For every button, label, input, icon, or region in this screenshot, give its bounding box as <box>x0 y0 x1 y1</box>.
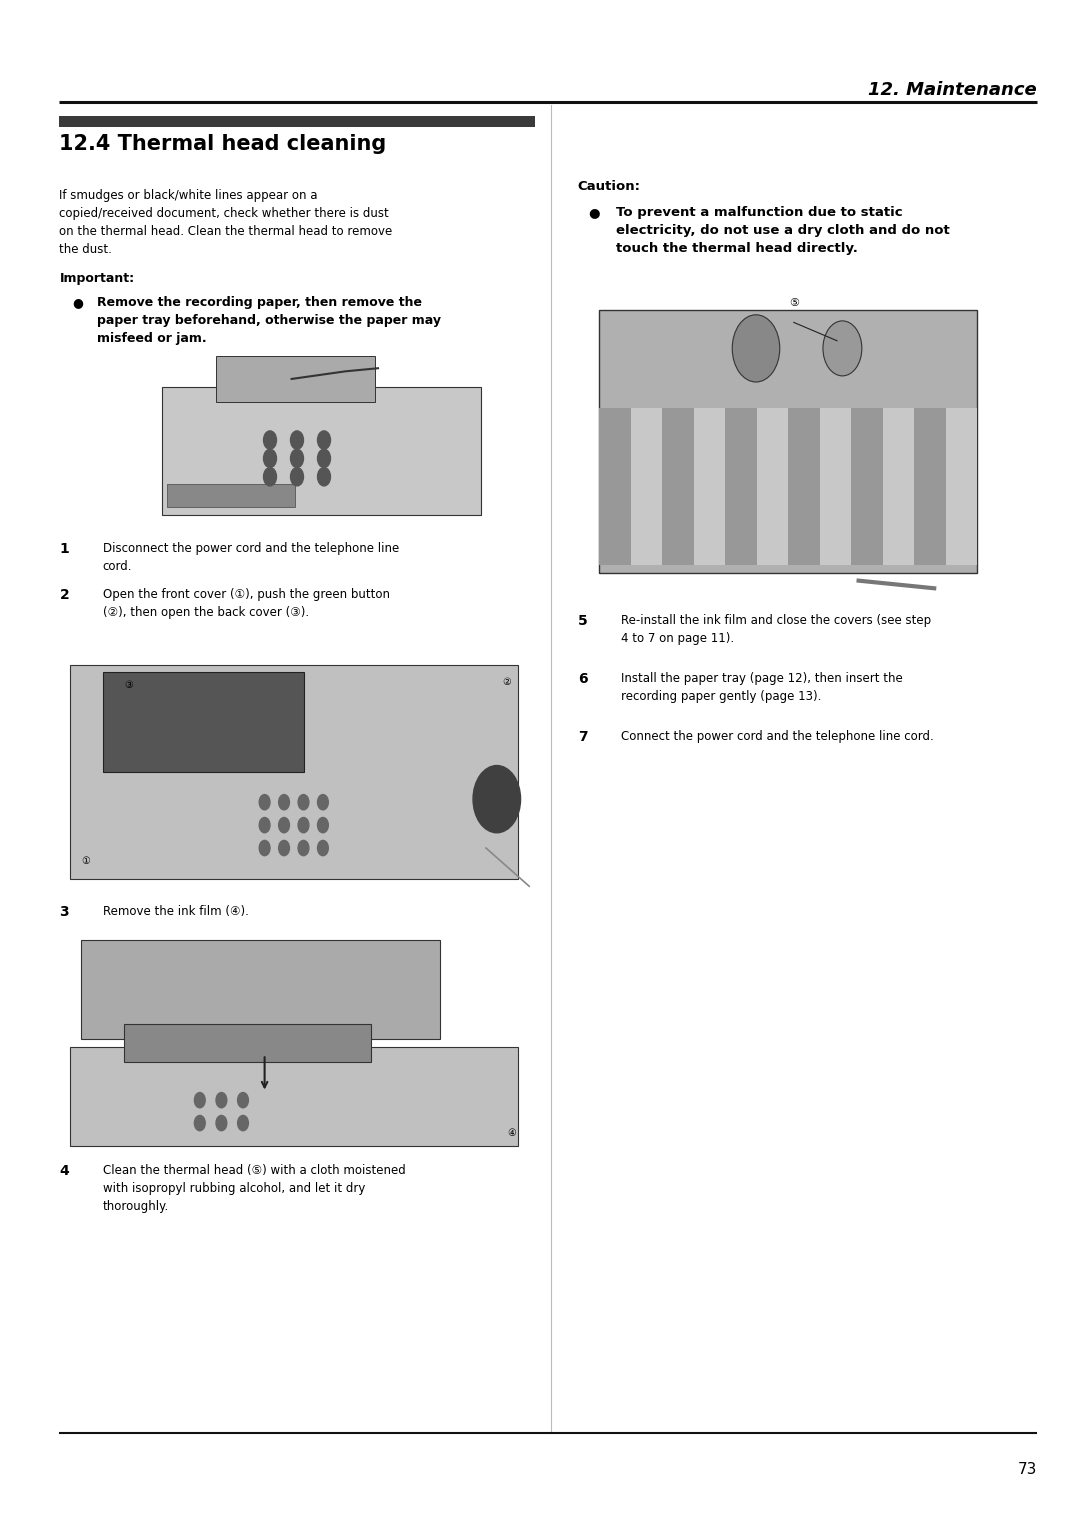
Circle shape <box>259 840 270 856</box>
Text: Re-install the ink film and close the covers (see step
4 to 7 on page 11).: Re-install the ink film and close the co… <box>621 614 931 645</box>
Text: ⑤: ⑤ <box>788 298 799 309</box>
Bar <box>820 408 851 565</box>
Bar <box>103 672 305 772</box>
Text: ●: ● <box>589 206 600 220</box>
Bar <box>59 649 529 886</box>
Text: 6: 6 <box>578 672 588 686</box>
Bar <box>694 408 726 565</box>
Bar <box>599 310 977 573</box>
Circle shape <box>264 431 276 449</box>
Bar <box>851 408 883 565</box>
Bar <box>631 408 662 565</box>
Text: Open the front cover (①), push the green button
(②), then open the back cover (③: Open the front cover (①), push the green… <box>103 588 390 619</box>
Bar <box>216 356 376 402</box>
Circle shape <box>194 1093 205 1108</box>
Bar <box>70 665 518 879</box>
Text: 4: 4 <box>59 1164 69 1178</box>
Bar <box>59 116 535 127</box>
Circle shape <box>732 315 780 382</box>
Text: To prevent a malfunction due to static
electricity, do not use a dry cloth and d: To prevent a malfunction due to static e… <box>616 206 949 255</box>
Circle shape <box>264 449 276 468</box>
Bar <box>757 408 788 565</box>
Circle shape <box>259 817 270 833</box>
Text: 2: 2 <box>59 588 69 602</box>
Text: Remove the recording paper, then remove the
paper tray beforehand, otherwise the: Remove the recording paper, then remove … <box>97 296 442 345</box>
Circle shape <box>238 1093 248 1108</box>
Text: ③: ③ <box>124 680 133 691</box>
Text: 5: 5 <box>578 614 588 628</box>
Bar <box>726 408 757 565</box>
Circle shape <box>318 449 330 468</box>
Text: 12. Maintenance: 12. Maintenance <box>868 81 1037 99</box>
Text: 3: 3 <box>59 905 69 918</box>
Text: Disconnect the power cord and the telephone line
cord.: Disconnect the power cord and the teleph… <box>103 542 399 573</box>
Text: ①: ① <box>81 856 90 866</box>
Circle shape <box>291 431 303 449</box>
Circle shape <box>259 795 270 810</box>
Circle shape <box>279 795 289 810</box>
Circle shape <box>291 468 303 486</box>
Bar <box>81 940 440 1039</box>
Text: 73: 73 <box>1017 1462 1037 1478</box>
Bar <box>882 408 915 565</box>
Text: Important:: Important: <box>59 272 135 286</box>
Bar <box>124 1024 370 1062</box>
Bar <box>946 408 977 565</box>
Text: Clean the thermal head (⑤) with a cloth moistened
with isopropyl rubbing alcohol: Clean the thermal head (⑤) with a cloth … <box>103 1164 405 1213</box>
Circle shape <box>318 468 330 486</box>
Text: Remove the ink film (④).: Remove the ink film (④). <box>103 905 248 918</box>
Bar <box>662 408 694 565</box>
Bar <box>788 408 820 565</box>
Circle shape <box>238 1115 248 1131</box>
Bar <box>578 295 1031 596</box>
Circle shape <box>298 817 309 833</box>
Circle shape <box>473 766 521 833</box>
Circle shape <box>298 840 309 856</box>
Text: ④: ④ <box>508 1128 516 1138</box>
Bar <box>599 408 631 565</box>
Circle shape <box>216 1115 227 1131</box>
Text: ②: ② <box>502 677 511 688</box>
Circle shape <box>298 795 309 810</box>
Circle shape <box>318 431 330 449</box>
Circle shape <box>279 840 289 856</box>
Circle shape <box>823 321 862 376</box>
Circle shape <box>291 449 303 468</box>
Circle shape <box>216 1093 227 1108</box>
Text: If smudges or black/white lines appear on a
copied/received document, check whet: If smudges or black/white lines appear o… <box>59 189 393 257</box>
Text: 1: 1 <box>59 542 69 556</box>
Text: 12.4 Thermal head cleaning: 12.4 Thermal head cleaning <box>59 134 387 154</box>
Circle shape <box>318 840 328 856</box>
Bar <box>108 364 502 527</box>
Bar <box>167 484 295 507</box>
Text: ●: ● <box>72 296 83 310</box>
Circle shape <box>264 468 276 486</box>
Text: Install the paper tray (page 12), then insert the
recording paper gently (page 1: Install the paper tray (page 12), then i… <box>621 672 903 703</box>
Text: Connect the power cord and the telephone line cord.: Connect the power cord and the telephone… <box>621 730 934 744</box>
Bar <box>59 935 529 1154</box>
Bar <box>70 1047 518 1146</box>
Circle shape <box>318 795 328 810</box>
Bar <box>162 387 481 515</box>
Circle shape <box>318 817 328 833</box>
Circle shape <box>279 817 289 833</box>
Text: 7: 7 <box>578 730 588 744</box>
Circle shape <box>194 1115 205 1131</box>
Text: Caution:: Caution: <box>578 180 640 194</box>
Bar <box>915 408 946 565</box>
